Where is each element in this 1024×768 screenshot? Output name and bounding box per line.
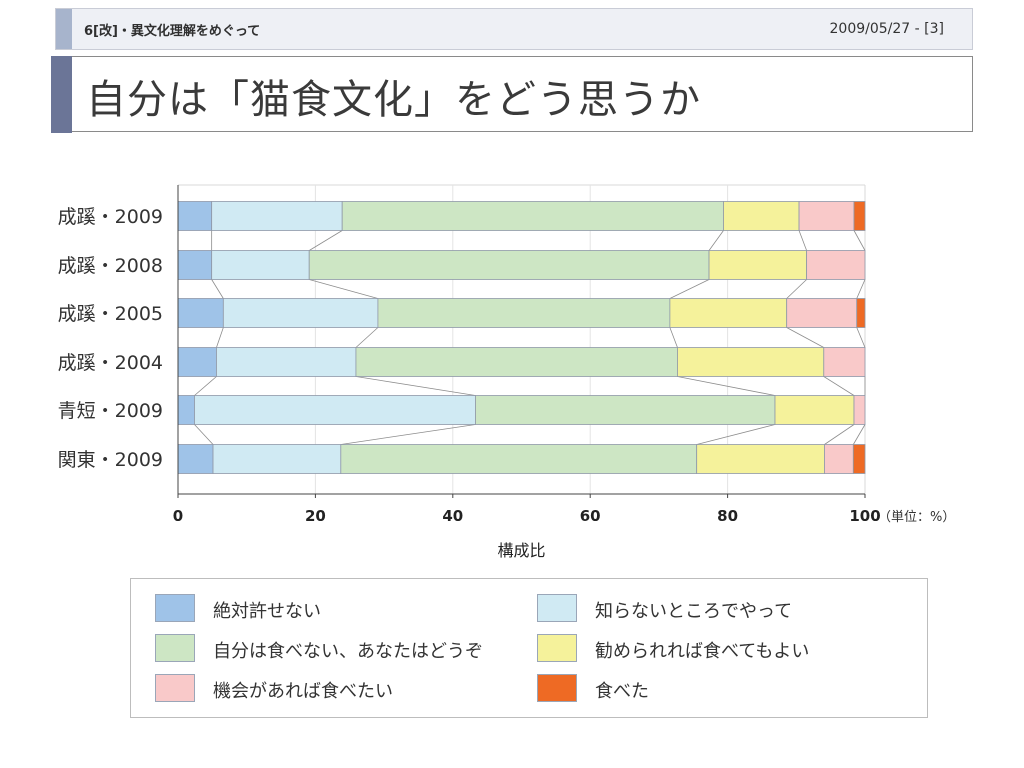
bar-segment xyxy=(340,444,698,474)
connector-line xyxy=(696,424,776,445)
x-axis-title: 構成比 xyxy=(497,541,545,560)
bar-segment xyxy=(308,250,710,280)
legend-swatch xyxy=(537,594,577,622)
legend-label: 機会があれば食べたい xyxy=(213,681,393,702)
category-label: 成蹊・2008 xyxy=(58,255,163,277)
legend-swatch xyxy=(537,674,577,702)
bar-segment xyxy=(852,444,866,474)
bar-segment xyxy=(212,444,342,474)
connector-line xyxy=(216,327,224,348)
bar-segment xyxy=(177,347,217,377)
bar-segment xyxy=(194,395,476,425)
connector-line xyxy=(309,230,343,251)
x-tick-label: 80 xyxy=(717,507,738,525)
bar-segment xyxy=(677,347,825,377)
title-accent xyxy=(51,56,72,133)
bar-segment xyxy=(177,250,213,280)
x-tick-label: 0 xyxy=(173,507,183,525)
connector-line xyxy=(355,376,476,396)
bar-segment xyxy=(669,298,788,328)
unit-note: （単位：%） xyxy=(878,509,955,525)
bar-segment xyxy=(341,201,724,231)
x-tick-label: 40 xyxy=(442,507,463,525)
x-tick-label: 100 xyxy=(849,507,880,525)
bar-segment xyxy=(856,298,866,328)
connector-line xyxy=(194,424,214,445)
connector-line xyxy=(823,376,855,396)
legend-label: 知らないところでやって xyxy=(595,601,793,622)
category-label: 成蹊・2005 xyxy=(58,303,163,325)
legend-label: 食べた xyxy=(595,681,649,702)
bar-segment xyxy=(774,395,855,425)
connector-line xyxy=(340,424,476,445)
section-title: 6[改]・異文化理解をめぐって xyxy=(84,24,261,39)
bar-segment xyxy=(853,201,866,231)
bar-segment xyxy=(475,395,776,425)
bar-segment xyxy=(786,298,858,328)
bar-segment xyxy=(696,444,825,474)
legend-swatch xyxy=(537,634,577,662)
header-bar: 6[改]・異文化理解をめぐって 2009/05/27 - [3] xyxy=(55,8,973,50)
bar-segment xyxy=(853,395,866,425)
connector-line xyxy=(786,327,824,348)
connector-line xyxy=(798,230,807,251)
legend-swatch xyxy=(155,634,195,662)
bar-segment xyxy=(806,250,866,280)
legend-swatch xyxy=(155,594,195,622)
connector-line xyxy=(856,279,866,299)
category-label: 成蹊・2009 xyxy=(58,206,163,228)
legend-label: 自分は食べない、あなたはどうぞ xyxy=(213,641,483,662)
connector-line xyxy=(853,230,866,251)
connector-line xyxy=(852,424,866,445)
connector-line xyxy=(211,279,224,299)
bar-segment xyxy=(355,347,678,377)
category-label: 関東・2009 xyxy=(58,449,163,471)
connector-line xyxy=(669,327,678,348)
connector-line xyxy=(355,327,379,348)
connector-line xyxy=(309,279,379,299)
bar-segment xyxy=(177,444,214,474)
bar-segment xyxy=(211,250,310,280)
bar-segment xyxy=(823,347,866,377)
bar-segment xyxy=(177,201,213,231)
bar-segment xyxy=(708,250,808,280)
connector-line xyxy=(708,230,724,251)
connector-line xyxy=(669,279,710,299)
title-box: 自分は「猫食文化」をどう思うか xyxy=(51,56,973,133)
bar-segment xyxy=(177,395,195,425)
header-accent xyxy=(56,9,72,49)
category-label: 成蹊・2004 xyxy=(58,352,163,374)
stacked-bar-chart: 成蹊・2009 成蹊・2008 成蹊・2005 成蹊・2004 青短・2009 関東・20… xyxy=(58,184,955,560)
bar-segment xyxy=(798,201,855,231)
bar-segment xyxy=(177,298,224,328)
x-tick-label: 20 xyxy=(305,507,326,525)
page-title: 自分は「猫食文化」をどう思うか xyxy=(86,77,701,123)
bar-segment xyxy=(824,444,854,474)
legend-swatch xyxy=(155,674,195,702)
connector-line xyxy=(786,279,807,299)
bar-segment xyxy=(222,298,379,328)
slide-date: 2009/05/27 - [3] xyxy=(829,21,944,37)
legend-label: 絶対許せない xyxy=(213,601,321,622)
x-tick-label: 60 xyxy=(580,507,601,525)
legend-label: 勧められれば食べてもよい xyxy=(595,641,810,662)
bar-segment xyxy=(377,298,671,328)
connector-line xyxy=(856,327,866,348)
connector-line xyxy=(824,424,855,445)
bar-segment xyxy=(216,347,357,377)
chart-legend: 絶対許せない 知らないところでやって 自分は食べない、あなたはどうぞ 勧められれ… xyxy=(130,578,928,718)
bar-segment xyxy=(211,201,343,231)
bar-segment xyxy=(723,201,800,231)
connector-line xyxy=(677,376,776,396)
category-label: 青短・2009 xyxy=(58,400,163,422)
connector-line xyxy=(194,376,217,396)
